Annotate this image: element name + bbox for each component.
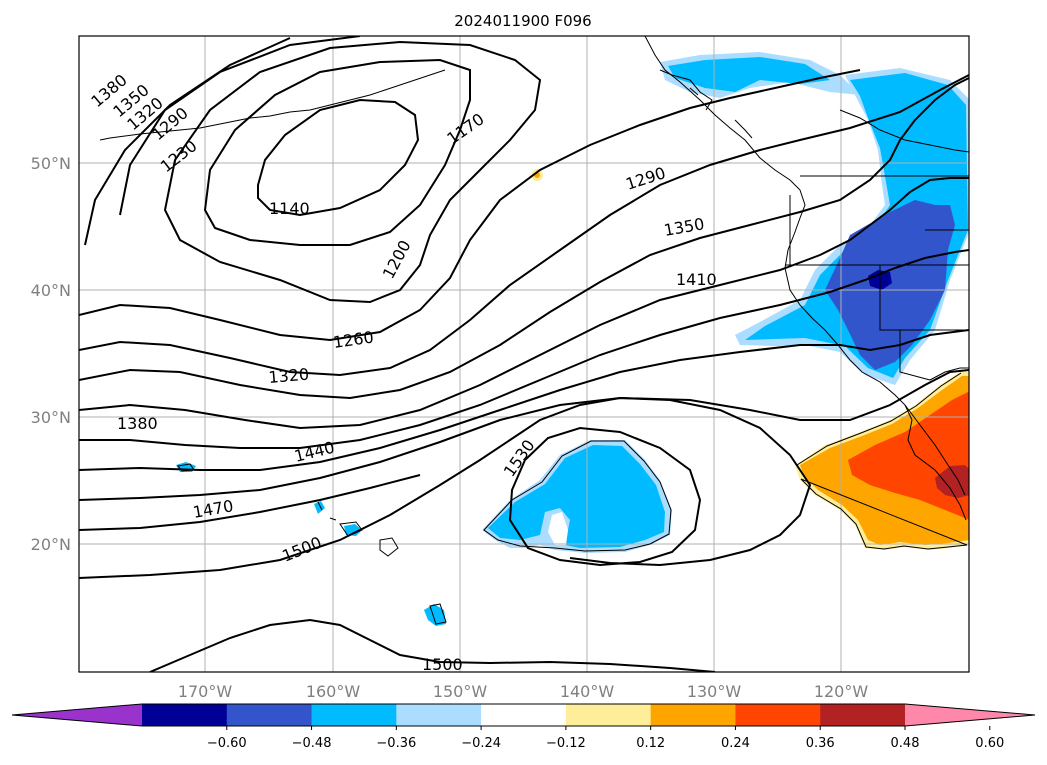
lat-label-50n: 50°N xyxy=(31,154,71,173)
shade-midpac-blue xyxy=(488,445,665,548)
contour-1380 xyxy=(79,249,969,449)
latitude-labels: 50°N 40°N 30°N 20°N xyxy=(31,154,71,554)
contour-1290 xyxy=(79,74,969,377)
shade-nw-blue xyxy=(668,57,830,92)
lon-label-140w: 140°W xyxy=(560,682,615,701)
contour-1260 xyxy=(79,69,861,342)
colorbar-tick-label: 0.60 xyxy=(975,736,1004,751)
map-content: 1380 1350 1320 1290 1230 1140 1170 1200 … xyxy=(79,36,969,674)
contour-1440 xyxy=(79,369,969,501)
colorbar-tick-label: −0.24 xyxy=(461,736,501,751)
colorbar-segment xyxy=(142,704,228,726)
shade-outline-midpac xyxy=(483,440,672,552)
coast-baja xyxy=(904,404,966,496)
colorbar-extend-low xyxy=(12,704,142,726)
contour-1470 xyxy=(79,474,421,531)
colorbar-segment xyxy=(650,704,736,726)
colorbar-tick-label: 0.12 xyxy=(636,736,665,751)
lon-label-170w: 170°W xyxy=(178,682,233,701)
colorbar-segment xyxy=(481,704,567,726)
longitude-labels: 170°W 160°W 150°W 140°W 130°W 120°W xyxy=(178,682,869,701)
height-contours xyxy=(79,36,969,672)
coast-aleutians xyxy=(99,69,446,141)
shade-midpac-hole xyxy=(548,512,568,545)
contour-label-1410-east: 1410 xyxy=(676,270,717,289)
lon-label-150w: 150°W xyxy=(433,682,488,701)
colorbar-segment xyxy=(735,704,821,726)
shade-spot-hawaii-4 xyxy=(344,524,362,536)
contour-1350 xyxy=(79,177,969,430)
lat-label-40n: 40°N xyxy=(31,281,71,300)
contour-1410 xyxy=(79,329,969,471)
shade-west-dark xyxy=(825,200,955,370)
colorbar-tick-label: 0.48 xyxy=(891,736,920,751)
lon-label-130w: 130°W xyxy=(687,682,742,701)
colorbar-segment xyxy=(311,704,397,726)
colorbar-segment xyxy=(820,704,906,726)
map-frame xyxy=(78,35,970,673)
colorbar-tick-label: 0.36 xyxy=(806,736,835,751)
border-states xyxy=(785,195,969,381)
colorbar-tick-label: −0.48 xyxy=(292,736,332,751)
coast-alaska-islands xyxy=(659,69,753,139)
contour-1170 xyxy=(203,58,471,246)
colorbar-segment xyxy=(226,704,313,726)
colorbar-segment xyxy=(396,704,482,726)
colorbar: −0.60 −0.48 −0.36 −0.24 −0.12 0.12 0.24 0.36 0.4… xyxy=(11,703,1036,751)
coast-canada-interior xyxy=(839,109,969,153)
coastlines xyxy=(99,36,969,625)
lon-label-160w: 160°W xyxy=(306,682,361,701)
contour-label-1500-south: 1500 xyxy=(422,655,463,674)
contour-1500-south xyxy=(149,618,716,672)
contour-1200 xyxy=(163,40,542,304)
contour-1320 xyxy=(79,77,969,400)
colorbar-tick-label: 0.24 xyxy=(721,736,750,751)
contour-1530 xyxy=(508,426,702,567)
contour-label-1320: 1320 xyxy=(268,365,310,387)
colorbar-extend-high xyxy=(905,704,1035,726)
contour-1140 xyxy=(257,98,420,217)
colorbar-segment xyxy=(565,704,652,726)
shade-spot-hawaii-1 xyxy=(424,604,446,626)
shade-mexico-darkred xyxy=(935,465,969,498)
coast-north-america xyxy=(644,36,967,521)
anomaly-shading xyxy=(176,52,969,626)
lat-label-20n: 20°N xyxy=(31,535,71,554)
colorbar-outline xyxy=(11,703,1036,727)
colorbar-tick-label: −0.12 xyxy=(546,736,586,751)
lat-label-30n: 30°N xyxy=(31,408,71,427)
contour-1500 xyxy=(79,396,812,579)
map-title: 2024011900 F096 xyxy=(454,12,591,30)
contour-label-1140: 1140 xyxy=(269,199,310,218)
contour-1230b xyxy=(84,37,291,246)
contour-label-1380: 1380 xyxy=(117,414,158,433)
shade-outline-mexico xyxy=(796,372,968,550)
colorbar-tick-label: −0.36 xyxy=(376,736,416,751)
shade-spot-hawaii-3 xyxy=(314,501,325,514)
coast-gulf-california xyxy=(929,367,969,381)
lon-label-120w: 120°W xyxy=(814,682,869,701)
colorbar-tick-label: −0.60 xyxy=(207,736,247,751)
